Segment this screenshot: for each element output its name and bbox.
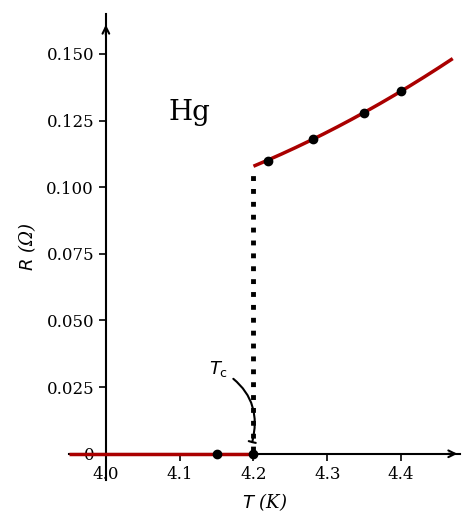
X-axis label: $T$ (K): $T$ (K) xyxy=(242,491,287,513)
Y-axis label: $R$ (Ω): $R$ (Ω) xyxy=(16,223,38,271)
Text: Hg: Hg xyxy=(169,99,210,126)
Text: $T_\mathrm{c}$: $T_\mathrm{c}$ xyxy=(209,359,256,443)
